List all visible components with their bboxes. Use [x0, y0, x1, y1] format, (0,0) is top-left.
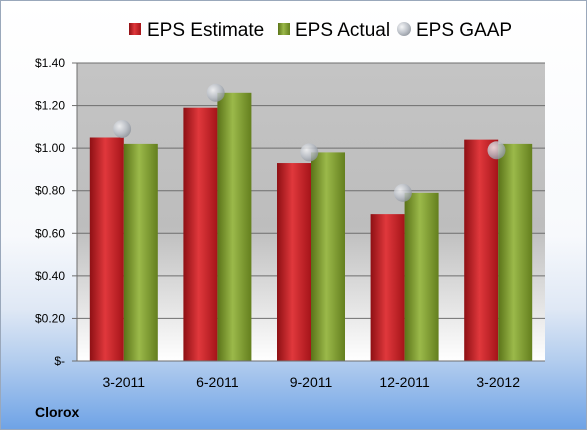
y-tick-label: $1.00 — [35, 141, 65, 155]
legend-swatch-eps-actual — [278, 23, 290, 35]
y-tick-label: $0.80 — [35, 184, 65, 198]
marker-eps-gaap — [487, 141, 506, 160]
marker-eps-gaap — [113, 119, 132, 138]
bar-eps-estimate — [464, 139, 499, 361]
legend-swatch-eps-estimate — [129, 23, 141, 35]
bar-eps-actual — [498, 143, 533, 361]
bar-eps-estimate — [183, 107, 218, 361]
legend: EPS Estimate EPS Actual EPS GAAP — [129, 20, 512, 41]
y-tick-label: $0.20 — [35, 311, 65, 325]
company-name: Clorox — [35, 404, 80, 420]
y-tick-label: $1.40 — [35, 56, 65, 70]
bar-eps-actual — [123, 143, 158, 361]
bar-eps-estimate — [370, 214, 405, 361]
legend-swatch-eps-gaap — [397, 22, 411, 36]
x-category-label: 9-2011 — [290, 374, 333, 390]
bar-eps-actual — [404, 192, 439, 361]
legend-label-eps-estimate: EPS Estimate — [147, 20, 264, 41]
marker-eps-gaap — [300, 143, 319, 162]
legend-label-eps-actual: EPS Actual — [295, 20, 390, 41]
y-tick-label: $0.60 — [35, 226, 65, 240]
marker-eps-gaap — [206, 83, 225, 102]
x-axis: 3-2011 6-2011 9-2011 12-2011 3-2012 — [77, 360, 545, 390]
gaap-markers — [113, 83, 506, 202]
legend-label-eps-gaap: EPS GAAP — [416, 20, 512, 41]
x-category-label: 3-2012 — [476, 374, 520, 390]
y-tick-label: $0.40 — [35, 269, 65, 283]
x-category-label: 3-2011 — [103, 374, 146, 390]
y-tick-label: $- — [54, 354, 65, 368]
marker-eps-gaap — [393, 183, 412, 202]
bars — [89, 92, 533, 362]
x-category-label: 12-2011 — [379, 374, 430, 390]
x-category-label: 6-2011 — [196, 374, 239, 390]
y-tick-label: $1.20 — [35, 99, 65, 113]
bar-eps-actual — [217, 92, 252, 362]
bar-eps-actual — [311, 152, 345, 361]
y-axis: $- $0.20 $0.40 $0.60 $0.80 $1.00 $1.20 $1.40 — [35, 56, 78, 368]
bar-eps-estimate — [89, 137, 124, 361]
bar-eps-estimate — [277, 163, 311, 361]
